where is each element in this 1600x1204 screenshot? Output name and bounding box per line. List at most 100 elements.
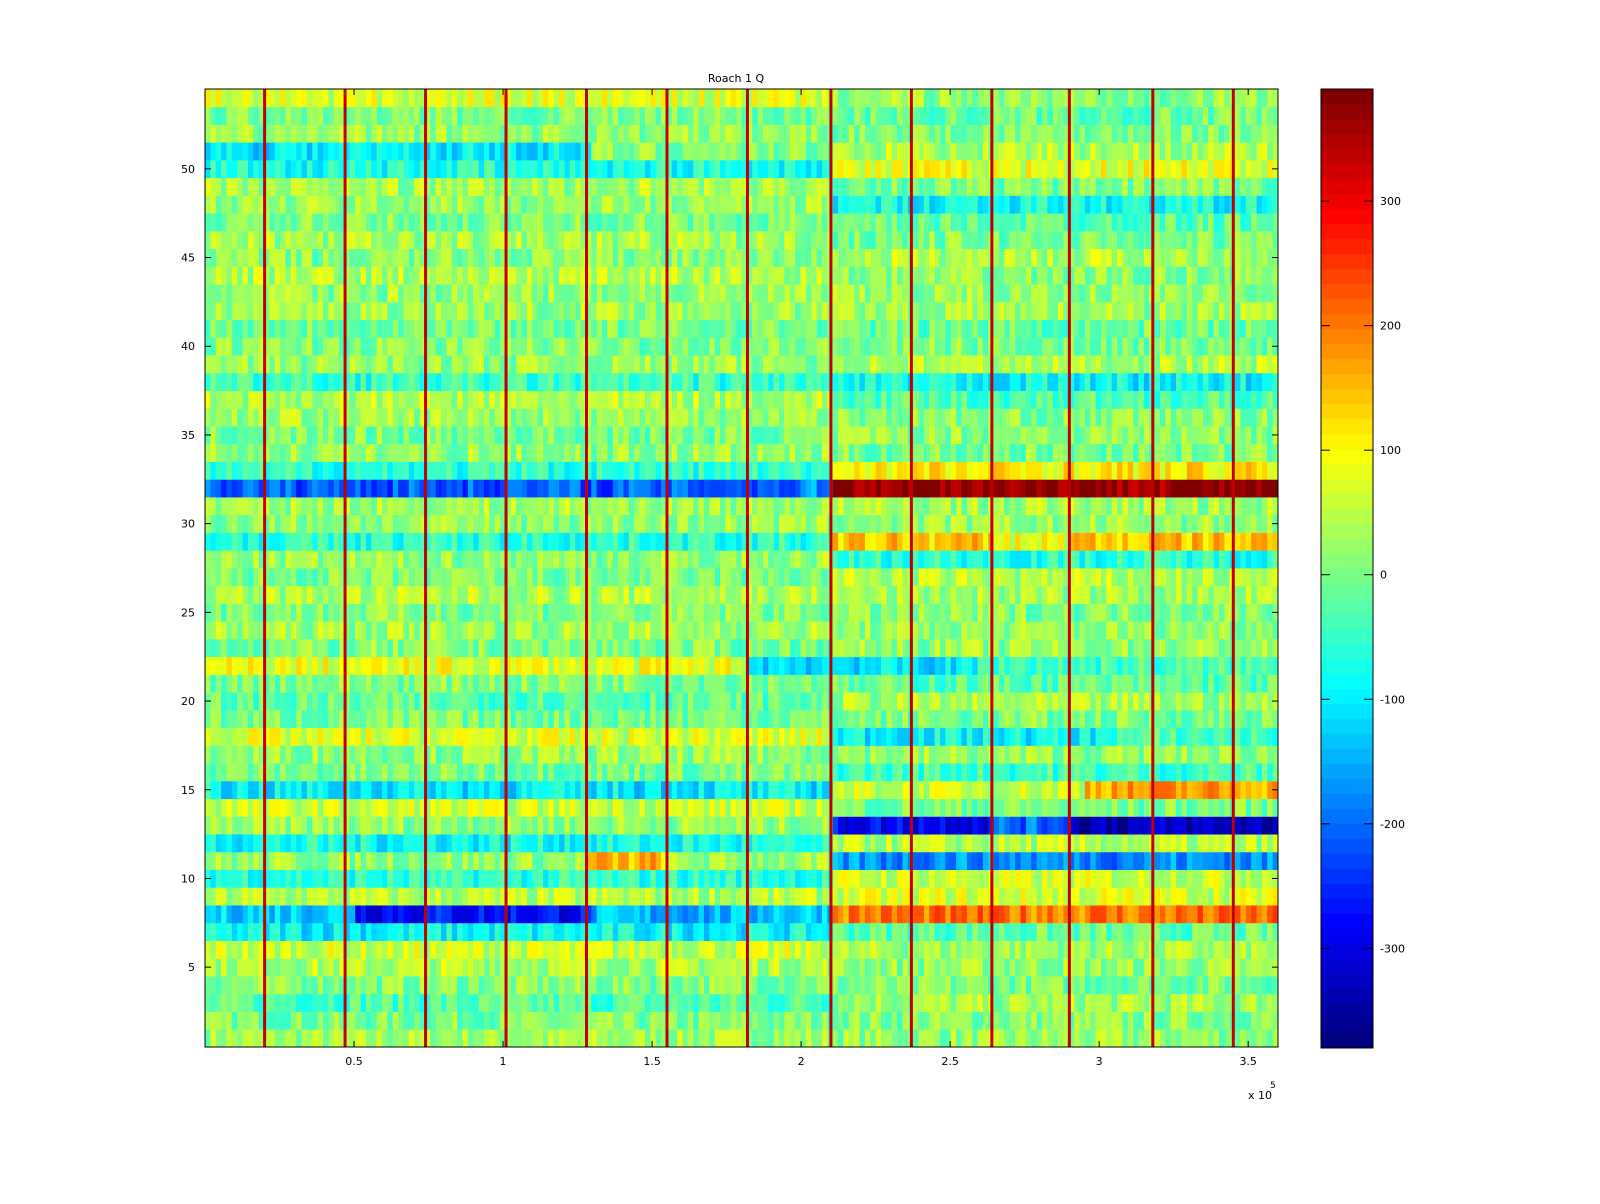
heatmap-cell [280, 798, 286, 817]
heatmap-cell [301, 976, 308, 995]
heatmap-cell [328, 887, 335, 906]
heatmap-cell [446, 638, 453, 658]
heatmap-cell [977, 958, 984, 977]
heatmap-cell [451, 993, 458, 1012]
heatmap-cell [1208, 834, 1215, 853]
heatmap-cell [1213, 1029, 1220, 1048]
heatmap-cell [993, 834, 1000, 853]
heatmap-cell [1218, 816, 1225, 835]
heatmap-cell [607, 851, 614, 870]
heatmap-cell [623, 834, 630, 853]
heatmap-cell [848, 692, 855, 711]
heatmap-cell [360, 798, 367, 817]
heatmap-cell [569, 692, 576, 711]
heatmap-cell [1218, 709, 1225, 729]
heatmap-cell [602, 1029, 608, 1048]
heatmap-cell [253, 922, 260, 941]
heatmap-cell [634, 603, 640, 622]
heatmap-cell [1208, 656, 1215, 675]
heatmap-cell [387, 798, 394, 817]
heatmap-cell [1159, 763, 1166, 782]
heatmap-cell [1181, 1029, 1188, 1048]
heatmap-cell [242, 727, 249, 746]
heatmap-cell [280, 816, 286, 835]
heatmap-cell [1009, 709, 1016, 729]
heatmap-cell [489, 656, 496, 675]
heatmap-cell [580, 780, 587, 800]
heatmap-cell [489, 621, 496, 640]
heatmap-cell [226, 656, 233, 675]
heatmap-cell [446, 922, 453, 941]
heatmap-cell [1138, 940, 1145, 959]
heatmap-cell [746, 1029, 753, 1048]
heatmap-cell [1186, 656, 1193, 675]
heatmap-cell [768, 638, 775, 658]
heatmap-cell [805, 976, 812, 995]
heatmap-cell [1068, 1029, 1075, 1048]
heatmap-cell [698, 692, 705, 711]
heatmap-cell [258, 976, 265, 995]
heatmap-cell [526, 780, 533, 800]
heatmap-cell [623, 887, 630, 906]
heatmap-cell [1176, 798, 1182, 817]
heatmap-cell [1202, 674, 1209, 693]
heatmap-cell [843, 603, 850, 622]
heatmap-cell [746, 692, 753, 711]
heatmap-cell [441, 674, 447, 693]
heatmap-cell [972, 709, 978, 729]
heatmap-cell [1256, 709, 1263, 729]
heatmap-cell [1031, 727, 1037, 746]
heatmap-cell [505, 709, 512, 729]
heatmap-cell [1165, 922, 1172, 941]
heatmap-cell [661, 727, 667, 746]
heatmap-cell [977, 976, 984, 995]
heatmap-cell [1170, 745, 1177, 764]
heatmap-cell [290, 958, 297, 977]
heatmap-cell [548, 780, 555, 800]
heatmap-cell [698, 922, 705, 941]
heatmap-cell [242, 780, 249, 800]
heatmap-cell [532, 1011, 539, 1030]
heatmap-cell [591, 887, 598, 906]
heatmap-cell [671, 887, 678, 906]
heatmap-cell [923, 851, 930, 870]
heatmap-cell [435, 887, 442, 906]
heatmap-cell [274, 922, 281, 941]
heatmap-cell [891, 1011, 898, 1030]
heatmap-cell [741, 958, 748, 977]
heatmap-cell [285, 976, 292, 995]
heatmap-cell [532, 727, 539, 746]
heatmap-cell [768, 816, 775, 835]
heatmap-cell [821, 1029, 828, 1048]
heatmap-cell [1208, 1011, 1215, 1030]
heatmap-cell [848, 816, 855, 835]
heatmap-cell [1176, 940, 1182, 959]
heatmap-cell [607, 1029, 614, 1048]
heatmap-cell [1095, 940, 1102, 959]
heatmap-cell [1261, 976, 1268, 995]
heatmap-cell [483, 745, 490, 764]
heatmap-cell [864, 656, 871, 675]
heatmap-cell [1245, 780, 1252, 800]
heatmap-cell [832, 816, 839, 835]
heatmap-cell [569, 674, 576, 693]
heatmap-cell [451, 709, 458, 729]
heatmap-cell [612, 922, 619, 941]
heatmap-cell [451, 745, 458, 764]
heatmap-cell [1095, 993, 1102, 1012]
heatmap-cell [548, 1029, 555, 1048]
heatmap-cell [897, 674, 903, 693]
heatmap-cell [365, 816, 372, 835]
heatmap-cell [226, 887, 233, 906]
heatmap-cell [1218, 887, 1225, 906]
heatmap-cell [526, 940, 533, 959]
heatmap-cell [1052, 798, 1059, 817]
heatmap-cell [789, 763, 796, 782]
heatmap-cell [1272, 656, 1279, 675]
heatmap-cell [1036, 621, 1043, 640]
heatmap-cell [687, 816, 694, 835]
heatmap-cell [1267, 656, 1274, 675]
heatmap-cell [296, 603, 302, 622]
heatmap-cell [382, 976, 388, 995]
heatmap-cell [376, 780, 383, 800]
